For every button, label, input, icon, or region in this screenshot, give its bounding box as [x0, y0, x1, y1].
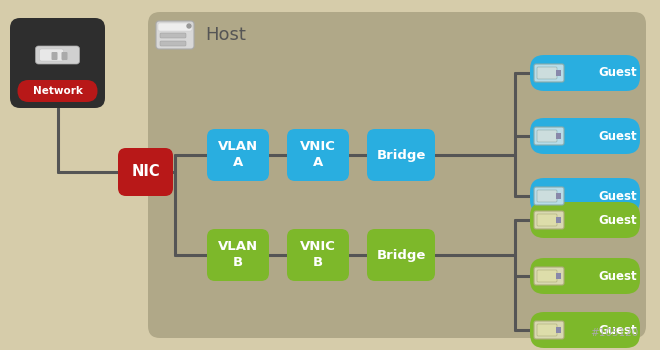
- Text: Guest: Guest: [598, 130, 637, 142]
- FancyBboxPatch shape: [534, 127, 564, 145]
- FancyBboxPatch shape: [534, 64, 564, 82]
- FancyBboxPatch shape: [530, 202, 640, 238]
- FancyBboxPatch shape: [556, 193, 561, 199]
- FancyBboxPatch shape: [534, 187, 564, 205]
- Circle shape: [187, 24, 191, 28]
- FancyBboxPatch shape: [537, 67, 557, 79]
- FancyBboxPatch shape: [534, 211, 564, 229]
- FancyBboxPatch shape: [158, 23, 192, 31]
- FancyBboxPatch shape: [207, 129, 269, 181]
- FancyBboxPatch shape: [61, 52, 67, 60]
- Text: VNIC
A: VNIC A: [300, 140, 336, 169]
- Text: Guest: Guest: [598, 66, 637, 79]
- FancyBboxPatch shape: [367, 129, 435, 181]
- FancyBboxPatch shape: [556, 273, 561, 279]
- FancyBboxPatch shape: [556, 70, 561, 76]
- Text: VLAN
B: VLAN B: [218, 240, 258, 270]
- FancyBboxPatch shape: [156, 21, 194, 49]
- Text: Guest: Guest: [598, 189, 637, 203]
- FancyBboxPatch shape: [148, 12, 646, 338]
- Text: Bridge: Bridge: [376, 248, 426, 261]
- FancyBboxPatch shape: [160, 33, 186, 38]
- FancyBboxPatch shape: [160, 41, 186, 46]
- FancyBboxPatch shape: [537, 324, 557, 336]
- FancyBboxPatch shape: [530, 258, 640, 294]
- FancyBboxPatch shape: [556, 327, 561, 333]
- FancyBboxPatch shape: [207, 229, 269, 281]
- FancyBboxPatch shape: [118, 148, 173, 196]
- FancyBboxPatch shape: [287, 229, 349, 281]
- FancyBboxPatch shape: [530, 118, 640, 154]
- FancyBboxPatch shape: [537, 130, 557, 142]
- FancyBboxPatch shape: [556, 217, 561, 223]
- Text: Guest: Guest: [598, 270, 637, 282]
- Text: Bridge: Bridge: [376, 148, 426, 161]
- Text: VNIC
B: VNIC B: [300, 240, 336, 270]
- Text: Host: Host: [205, 26, 246, 44]
- FancyBboxPatch shape: [530, 178, 640, 214]
- FancyBboxPatch shape: [51, 52, 57, 60]
- Text: Guest: Guest: [598, 214, 637, 226]
- Text: NIC: NIC: [131, 164, 160, 180]
- FancyBboxPatch shape: [18, 80, 98, 102]
- Text: #105120: #105120: [590, 328, 638, 338]
- FancyBboxPatch shape: [537, 190, 557, 202]
- FancyBboxPatch shape: [367, 229, 435, 281]
- FancyBboxPatch shape: [556, 133, 561, 139]
- FancyBboxPatch shape: [36, 46, 79, 64]
- FancyBboxPatch shape: [537, 214, 557, 226]
- Text: Guest: Guest: [598, 323, 637, 336]
- FancyBboxPatch shape: [534, 267, 564, 285]
- FancyBboxPatch shape: [537, 270, 557, 282]
- FancyBboxPatch shape: [10, 18, 105, 108]
- FancyBboxPatch shape: [530, 312, 640, 348]
- FancyBboxPatch shape: [530, 55, 640, 91]
- FancyBboxPatch shape: [287, 129, 349, 181]
- Text: VLAN
A: VLAN A: [218, 140, 258, 169]
- FancyBboxPatch shape: [534, 321, 564, 339]
- FancyBboxPatch shape: [40, 49, 63, 61]
- Text: Network: Network: [32, 86, 82, 96]
